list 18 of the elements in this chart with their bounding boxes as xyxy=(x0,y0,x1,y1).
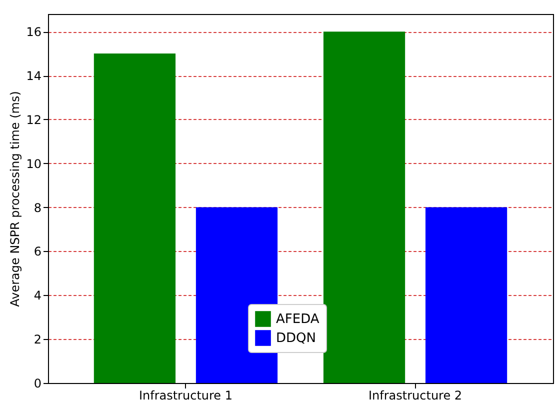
y-tick-label: 4 xyxy=(34,288,42,303)
legend-label: AFEDA xyxy=(276,312,320,327)
x-tick-label: Infrastructure 2 xyxy=(368,388,462,402)
bar xyxy=(196,207,278,383)
y-tick-label: 6 xyxy=(34,244,42,259)
y-tick-label: 10 xyxy=(26,156,42,171)
y-axis-title: Average NSPR processing time (ms) xyxy=(8,91,22,307)
y-tick-label: 8 xyxy=(34,200,42,215)
legend-label: DDQN xyxy=(276,331,316,346)
y-tick-label: 16 xyxy=(26,25,42,40)
y-tick-label: 12 xyxy=(26,112,42,127)
bar xyxy=(425,207,508,383)
y-tick-label: 14 xyxy=(26,69,42,83)
bar xyxy=(323,32,406,383)
y-tick-label: 0 xyxy=(34,376,42,390)
bar xyxy=(94,54,176,383)
x-tick-label: Infrastructure 1 xyxy=(138,388,233,402)
y-tick-label: 2 xyxy=(34,332,42,347)
